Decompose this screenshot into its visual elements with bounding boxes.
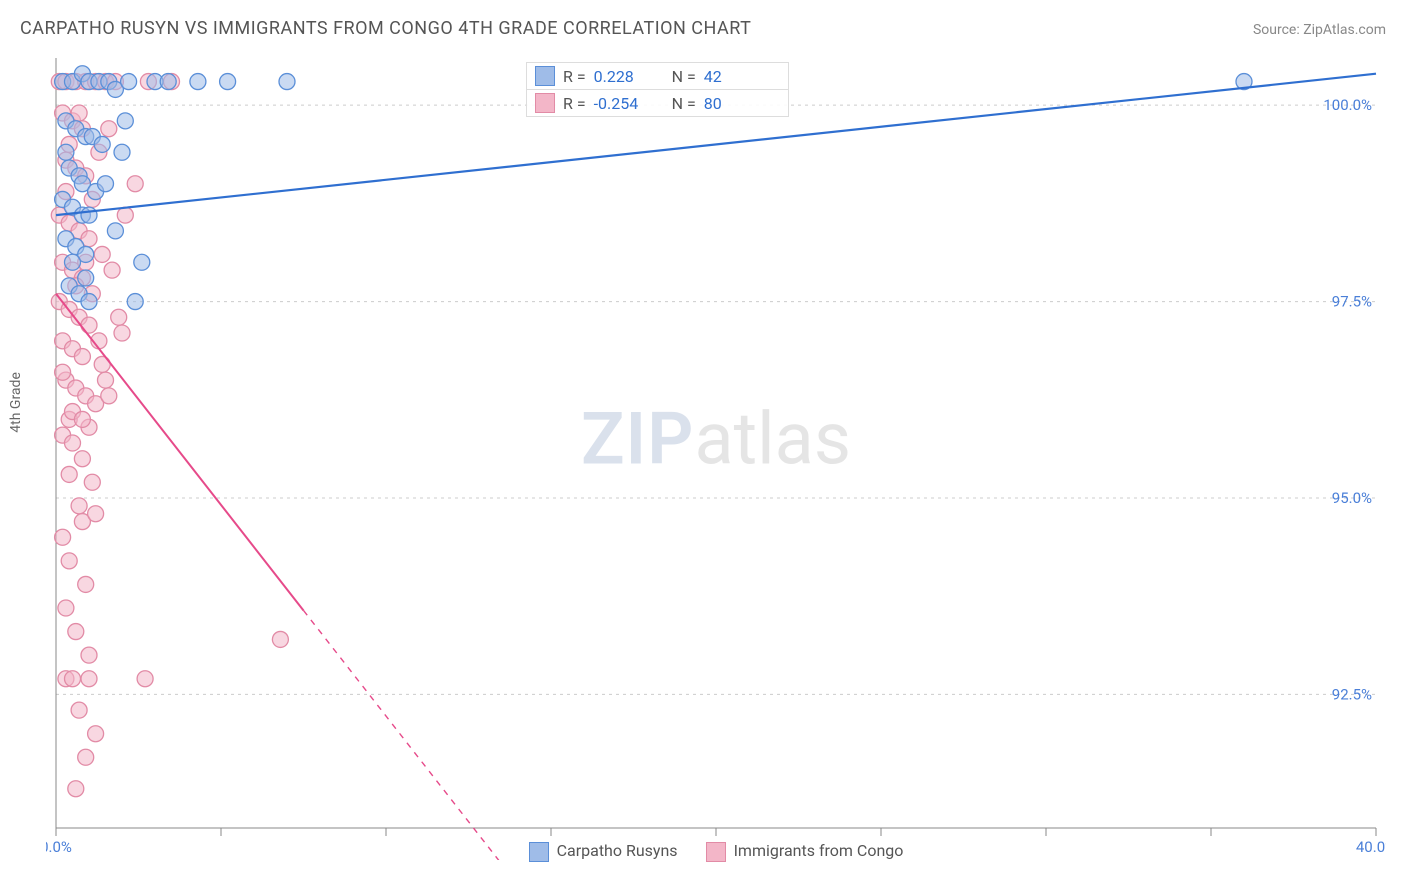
marker-blue [107, 223, 123, 239]
marker-pink [68, 624, 84, 640]
marker-blue [121, 74, 137, 90]
scatter-plot: 0.0%40.0%92.5%95.0%97.5%100.0% [46, 50, 1386, 860]
marker-pink [98, 372, 114, 388]
marker-pink [84, 474, 100, 490]
series-legend-item: Immigrants from Congo [706, 841, 904, 862]
series-legend: Carpatho Rusyns Immigrants from Congo [46, 841, 1386, 862]
series-legend-item: Carpatho Rusyns [529, 841, 678, 862]
marker-blue [127, 294, 143, 310]
marker-pink [78, 576, 94, 592]
legend-swatch [529, 842, 549, 862]
marker-pink [71, 498, 87, 514]
marker-pink [81, 647, 97, 663]
r-label: R = [563, 94, 586, 113]
marker-pink [127, 176, 143, 192]
marker-blue [98, 176, 114, 192]
correlation-legend-row: R = 0.228 N = 42 [526, 62, 789, 90]
marker-pink [71, 702, 87, 718]
marker-pink [88, 726, 104, 742]
marker-pink [101, 388, 117, 404]
header: CARPATHO RUSYN VS IMMIGRANTS FROM CONGO … [0, 0, 1406, 47]
marker-pink [111, 309, 127, 325]
marker-pink [61, 553, 77, 569]
marker-blue [114, 144, 130, 160]
y-tick-label: 97.5% [1332, 293, 1372, 311]
marker-pink [104, 262, 120, 278]
trend-line-pink [56, 294, 304, 611]
n-label: N = [672, 94, 696, 113]
n-label: N = [672, 67, 696, 86]
marker-pink [55, 529, 71, 545]
marker-blue [117, 113, 133, 129]
correlation-legend: R = 0.228 N = 42 R = -0.254 N = 80 [526, 62, 789, 116]
y-axis-label: 4th Grade [8, 372, 24, 433]
series-legend-label: Immigrants from Congo [734, 841, 904, 860]
chart-container: 4th Grade 0.0%40.0%92.5%95.0%97.5%100.0%… [46, 50, 1386, 860]
marker-blue [78, 270, 94, 286]
marker-blue [220, 74, 236, 90]
marker-pink [81, 671, 97, 687]
r-label: R = [563, 67, 586, 86]
marker-blue [94, 136, 110, 152]
marker-blue [160, 74, 176, 90]
legend-swatch [535, 93, 555, 113]
legend-swatch [706, 842, 726, 862]
chart-title: CARPATHO RUSYN VS IMMIGRANTS FROM CONGO … [20, 18, 751, 39]
series-legend-label: Carpatho Rusyns [557, 841, 678, 860]
marker-blue [81, 207, 97, 223]
marker-blue [279, 74, 295, 90]
marker-pink [74, 451, 90, 467]
marker-pink [272, 631, 288, 647]
correlation-legend-row: R = -0.254 N = 80 [526, 89, 789, 117]
marker-pink [74, 349, 90, 365]
n-value: 80 [704, 94, 774, 113]
marker-pink [137, 671, 153, 687]
marker-pink [94, 246, 110, 262]
y-tick-label: 100.0% [1323, 96, 1372, 114]
source-label: Source: ZipAtlas.com [1253, 22, 1386, 38]
trend-line-pink-dashed [304, 610, 585, 860]
n-value: 42 [704, 67, 774, 86]
marker-blue [134, 254, 150, 270]
marker-pink [58, 600, 74, 616]
marker-pink [55, 364, 71, 380]
marker-blue [58, 144, 74, 160]
y-tick-label: 95.0% [1332, 489, 1372, 507]
marker-pink [61, 466, 77, 482]
marker-pink [65, 671, 81, 687]
marker-pink [88, 506, 104, 522]
legend-swatch [535, 66, 555, 86]
r-value: 0.228 [594, 67, 664, 86]
marker-pink [117, 207, 133, 223]
marker-blue [190, 74, 206, 90]
marker-blue [81, 294, 97, 310]
marker-pink [78, 749, 94, 765]
marker-pink [81, 317, 97, 333]
marker-pink [65, 435, 81, 451]
r-value: -0.254 [594, 94, 664, 113]
marker-pink [101, 121, 117, 137]
marker-pink [74, 411, 90, 427]
marker-pink [68, 781, 84, 797]
y-tick-label: 92.5% [1332, 685, 1372, 703]
marker-pink [114, 325, 130, 341]
marker-blue [65, 254, 81, 270]
